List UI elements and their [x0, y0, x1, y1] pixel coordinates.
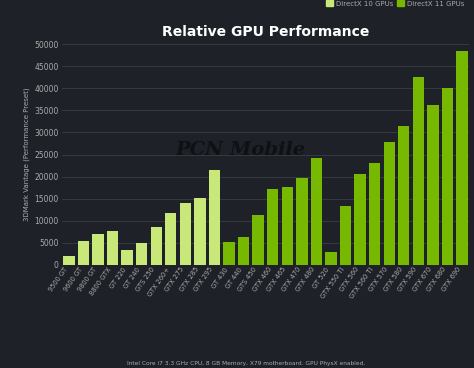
- Bar: [413, 77, 424, 265]
- Bar: [194, 198, 206, 265]
- Bar: [238, 237, 249, 265]
- Y-axis label: 3DMark Vantage (Performance Preset): 3DMark Vantage (Performance Preset): [24, 88, 30, 222]
- Bar: [209, 170, 220, 265]
- Bar: [427, 105, 438, 265]
- Bar: [398, 126, 410, 265]
- Bar: [151, 227, 162, 265]
- Bar: [165, 213, 176, 265]
- Bar: [383, 142, 395, 265]
- Bar: [253, 215, 264, 265]
- Bar: [311, 158, 322, 265]
- Bar: [121, 250, 133, 265]
- Title: Relative GPU Performance: Relative GPU Performance: [162, 25, 369, 39]
- Bar: [78, 241, 89, 265]
- Bar: [267, 189, 278, 265]
- Bar: [325, 252, 337, 265]
- Bar: [296, 177, 308, 265]
- Bar: [92, 234, 104, 265]
- Text: PCN Mobile: PCN Mobile: [176, 141, 306, 159]
- Bar: [180, 203, 191, 265]
- Legend: DirectX 10 GPUs, DirectX 11 GPUs: DirectX 10 GPUs, DirectX 11 GPUs: [325, 0, 466, 8]
- Bar: [355, 174, 366, 265]
- Bar: [136, 243, 147, 265]
- Bar: [107, 230, 118, 265]
- Bar: [442, 88, 453, 265]
- Bar: [340, 206, 351, 265]
- Text: Intel Core i7 3.3 GHz CPU, 8 GB Memory, X79 motherboard. GPU PhysX enabled.: Intel Core i7 3.3 GHz CPU, 8 GB Memory, …: [128, 361, 365, 366]
- Bar: [223, 242, 235, 265]
- Bar: [369, 163, 380, 265]
- Bar: [282, 187, 293, 265]
- Bar: [456, 51, 468, 265]
- Bar: [63, 256, 74, 265]
